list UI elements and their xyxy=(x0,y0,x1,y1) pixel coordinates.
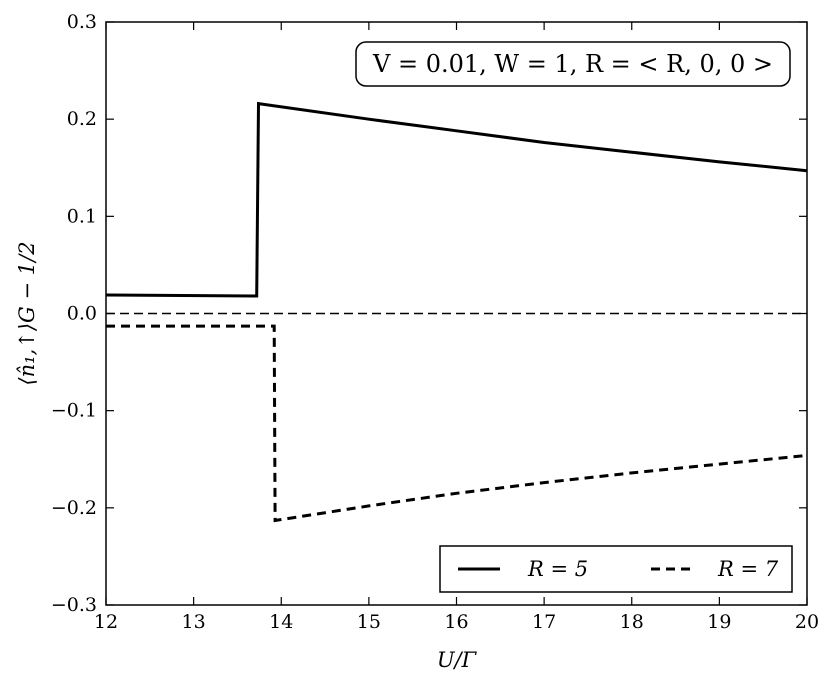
x-tick-label: 18 xyxy=(620,611,644,633)
x-tick-label: 20 xyxy=(795,611,819,633)
x-tick-label: 12 xyxy=(94,611,118,633)
x-tick-label: 17 xyxy=(532,611,556,633)
plot-frame xyxy=(105,21,808,606)
annotation-text: V = 0.01, W = 1, R = < R, 0, 0 > xyxy=(372,50,773,78)
y-tick-label: −0.2 xyxy=(51,497,97,519)
y-tick-label: 0.0 xyxy=(67,303,97,325)
y-tick-label: −0.1 xyxy=(51,400,97,422)
series-line-r7 xyxy=(106,324,808,523)
x-tick-label: 16 xyxy=(444,611,468,633)
x-tick-label: 13 xyxy=(182,611,206,633)
legend: R = 5 R = 7 xyxy=(439,545,793,593)
y-tick-label: 0.1 xyxy=(67,205,97,227)
legend-label-r5: R = 5 xyxy=(527,557,588,581)
plot-marks: 12 13 14 15 16 17 18 19 20 −0.3 −0.2 −0.1 0.0 0.1 0.2 0… xyxy=(51,11,819,633)
parameter-annotation: V = 0.01, W = 1, R = < R, 0, 0 > xyxy=(355,41,791,87)
legend-label-r7: R = 7 xyxy=(717,557,779,581)
x-axis-label: U/Γ xyxy=(437,648,478,672)
series-line-r5 xyxy=(105,101,808,298)
y-axis-label: ⟨n̂₁,↑⟩G − 1/2 xyxy=(15,241,39,385)
x-tick-label: 19 xyxy=(707,611,731,633)
y-tick-label: 0.3 xyxy=(67,11,97,33)
x-tick-label: 15 xyxy=(357,611,381,633)
y-tick-label: −0.3 xyxy=(51,594,97,616)
x-tick-label: 14 xyxy=(269,611,293,633)
annotation-box xyxy=(355,41,791,87)
y-tick-label: 0.2 xyxy=(67,108,97,130)
